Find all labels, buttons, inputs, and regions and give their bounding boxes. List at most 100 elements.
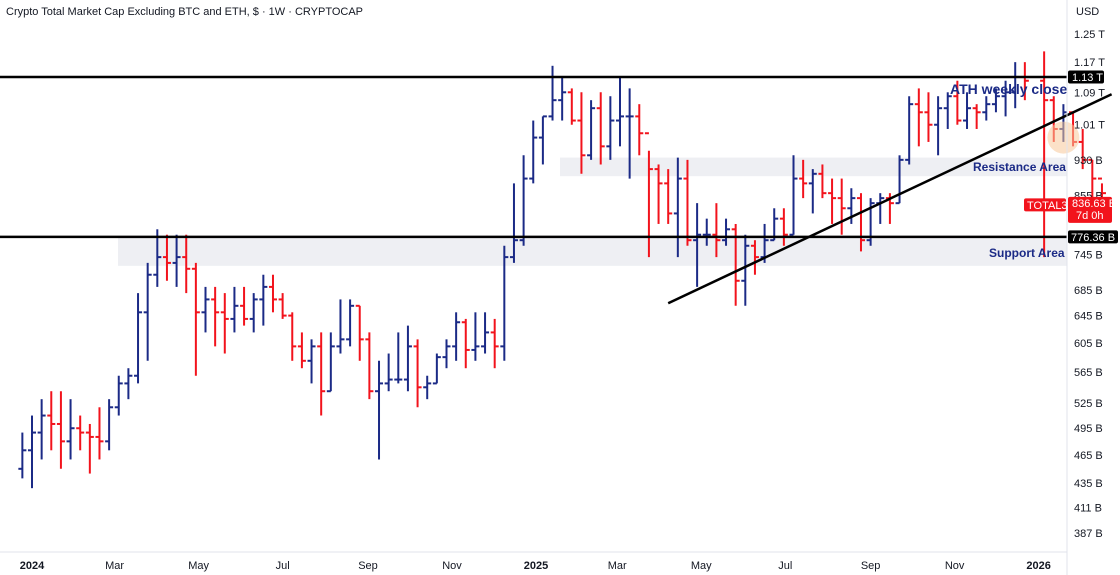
time-tick-label: Mar [105, 560, 124, 572]
current-price-value: 836.63 B [1072, 198, 1116, 210]
ohlc-bar [105, 399, 114, 451]
currency-label[interactable]: USD [1076, 6, 1099, 18]
ohlc-bar [114, 375, 123, 416]
ohlc-bar [972, 104, 981, 129]
ohlc-bar [230, 286, 239, 333]
ohlc-bar [18, 432, 27, 479]
ohlc-bar [76, 415, 85, 451]
ohlc-bar [365, 332, 374, 400]
price-tick-label: 465 B [1074, 450, 1103, 462]
ohlc-bar [452, 312, 461, 361]
ohlc-bar [529, 120, 538, 184]
ohlc-bar [307, 339, 316, 384]
price-tick-label: 745 B [1074, 249, 1103, 261]
time-tick-label: May [691, 560, 712, 572]
ohlc-bar [799, 159, 808, 199]
ohlc-bar [172, 234, 181, 287]
ohlc-bar [693, 203, 702, 287]
support-level-tag-bg [1068, 230, 1118, 244]
current-price-tag: TOTAL3 836.63 B 7d 0h [1024, 196, 1116, 223]
ohlc-bar [240, 286, 249, 326]
ohlc-bar [991, 88, 1000, 113]
ohlc-bar [28, 415, 36, 489]
ohlc-bar [818, 164, 827, 199]
ath-level-value: 1.13 T [1072, 72, 1103, 84]
ohlc-bar [644, 132, 653, 258]
ath-weekly-close-label: ATH weekly close [950, 81, 1067, 97]
ohlc-bar [442, 339, 451, 369]
ohlc-bar [982, 96, 991, 121]
ohlc-bar [211, 286, 220, 347]
support-zone [118, 236, 1067, 266]
ohlc-bar [259, 274, 268, 326]
ohlc-bar [548, 65, 557, 121]
price-tick-label: 565 B [1074, 367, 1103, 379]
ohlc-bar [461, 318, 470, 369]
ohlc-bar [953, 80, 962, 125]
ohlc-bar [191, 262, 200, 376]
ohlc-bar [741, 234, 750, 306]
time-tick-label: Sep [358, 560, 378, 572]
price-tick-label: 685 B [1074, 285, 1103, 297]
price-tick-label: 1.25 T [1074, 29, 1105, 41]
ohlc-bar [770, 208, 779, 242]
price-tick-label: 1.01 T [1074, 120, 1105, 132]
ohlc-bar [963, 92, 972, 129]
ohlc-bar [95, 407, 104, 460]
ohlc-bar [124, 368, 133, 400]
breakdown-highlight [1047, 121, 1080, 154]
ohlc-bar [1078, 128, 1087, 170]
ohlc-bar [500, 245, 509, 361]
time-tick-label: Jul [276, 560, 290, 572]
ath-level-tag-bg [1068, 70, 1104, 84]
ohlc-bar [625, 88, 634, 179]
price-tick-label: 605 B [1074, 338, 1103, 350]
ohlc-bar [403, 325, 412, 392]
ohlc-bar [432, 353, 441, 385]
ohlc-bar [1001, 80, 1010, 117]
ohlc-bar [394, 332, 403, 384]
ohlc-bar [268, 274, 277, 313]
ohlc-bar [153, 229, 162, 287]
ohlc-bar [297, 332, 306, 369]
ohlc-bar [471, 312, 480, 361]
ohlc-bar [943, 92, 952, 129]
bar-countdown: 7d 0h [1076, 210, 1104, 222]
time-axis[interactable]: 2024 Mar May Jul Sep Nov 2025 Mar May Jul Sep Nov 20… [20, 560, 1051, 572]
ohlc-bar [481, 312, 490, 354]
ohlc-bar [702, 218, 711, 246]
time-tick-label: 2024 [20, 560, 45, 572]
ohlc-bar [712, 203, 721, 258]
ohlc-bars [18, 51, 1106, 489]
ohlc-bar [577, 92, 586, 174]
time-tick-label: Nov [945, 560, 965, 572]
price-tick-label: 1.09 T [1074, 87, 1105, 99]
ohlc-bar [423, 375, 432, 400]
ohlc-bar [673, 157, 682, 258]
ohlc-bar [567, 88, 576, 125]
ohlc-bar [47, 391, 56, 451]
ohlc-bar [182, 234, 191, 294]
ohlc-bar [134, 293, 143, 384]
price-badge [1068, 196, 1112, 223]
ohlc-bar [683, 159, 692, 246]
ohlc-bar [201, 286, 210, 333]
ohlc-bar [722, 218, 731, 246]
ohlc-bar [587, 100, 596, 160]
ohlc-bar [924, 92, 933, 142]
ohlc-bar [355, 304, 364, 361]
ohlc-bar [1040, 51, 1049, 258]
time-tick-label: May [188, 560, 209, 572]
price-tick-label: 930 B [1074, 155, 1103, 167]
resistance-area-label: Resistance Area [973, 160, 1066, 174]
ath-level-tag: 1.13 T [1068, 70, 1104, 84]
time-tick-label: 2025 [524, 560, 548, 572]
ascending-trendline[interactable] [667, 93, 1113, 305]
ohlc-bar [914, 88, 923, 147]
ohlc-bar [509, 183, 518, 263]
ohlc-bar [249, 293, 258, 333]
ohlc-bar [143, 262, 152, 361]
ohlc-bar [384, 353, 393, 392]
